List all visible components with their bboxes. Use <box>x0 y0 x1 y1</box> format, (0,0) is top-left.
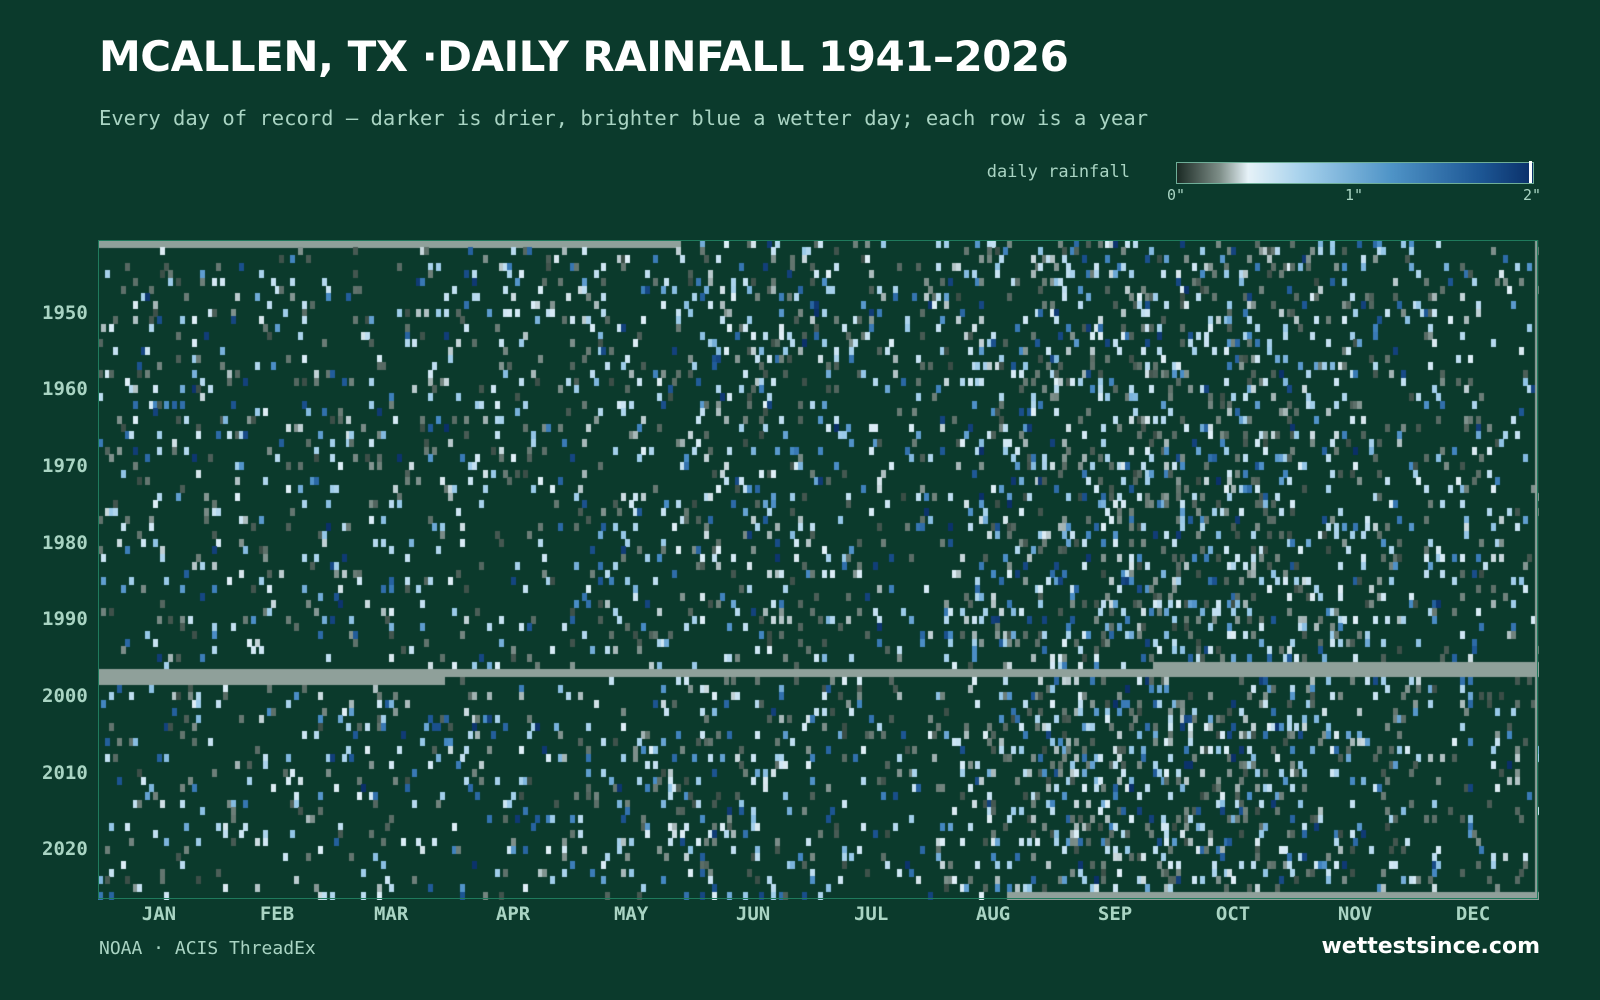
legend-label: daily rainfall <box>986 162 1130 182</box>
x-tick-label: OCT <box>1215 903 1251 925</box>
chart-title: MCALLEN, TX ·DAILY RAINFALL 1941–2026 <box>99 32 1069 81</box>
chart-subtitle: Every day of record — darker is drier, b… <box>99 106 1149 130</box>
y-tick-label: 1950 <box>42 301 88 324</box>
legend-tick-2: 2" <box>1522 186 1542 204</box>
x-tick-label: FEB <box>259 903 295 925</box>
data-source: NOAA · ACIS ThreadEx <box>99 938 316 959</box>
legend-tick-0: 0" <box>1166 186 1186 204</box>
y-tick-label: 2000 <box>42 684 88 707</box>
rainfall-heatmap <box>98 240 1539 900</box>
y-tick-label: 2010 <box>42 761 88 784</box>
x-tick-label: JAN <box>141 903 177 925</box>
legend-color-bar <box>1176 162 1534 184</box>
x-tick-label: JUN <box>735 903 771 925</box>
x-tick-label: JUL <box>853 903 889 925</box>
x-tick-label: DEC <box>1455 903 1491 925</box>
color-legend: daily rainfall 0" 1" 2" <box>970 160 1550 210</box>
y-tick-label: 1990 <box>42 608 88 631</box>
legend-max-marker <box>1529 161 1532 183</box>
x-tick-label: APR <box>495 903 531 925</box>
y-tick-label: 2020 <box>42 838 88 861</box>
y-tick-label: 1970 <box>42 455 88 478</box>
x-tick-label: MAR <box>373 903 409 925</box>
x-tick-label: MAY <box>613 903 649 925</box>
y-tick-label: 1980 <box>42 531 88 554</box>
legend-tick-1: 1" <box>1344 186 1364 204</box>
site-brand: wettestsince.com <box>1321 934 1540 959</box>
y-tick-label: 1960 <box>42 378 88 401</box>
x-tick-label: SEP <box>1097 903 1133 925</box>
x-tick-label: AUG <box>975 903 1011 925</box>
x-tick-label: NOV <box>1337 903 1373 925</box>
